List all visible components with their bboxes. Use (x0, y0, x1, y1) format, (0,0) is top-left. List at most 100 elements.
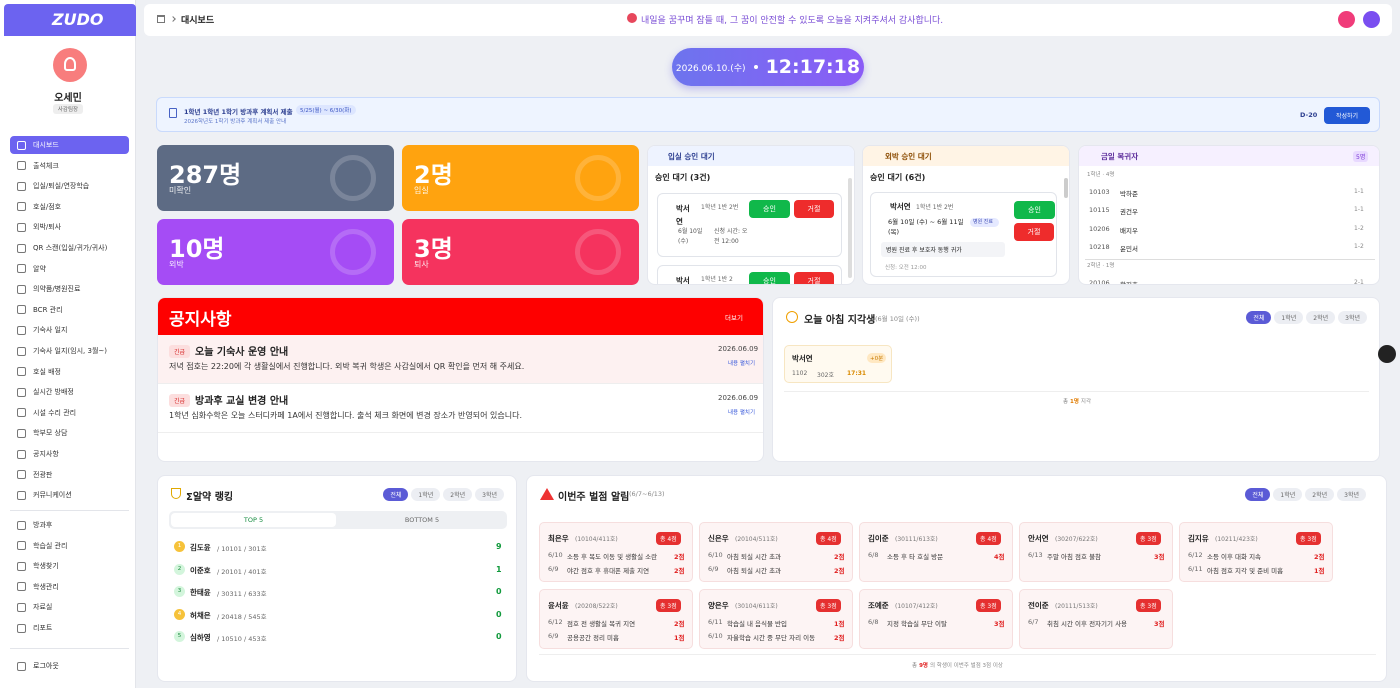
menu-item[interactable]: 알약 (10, 260, 129, 278)
menu-item[interactable]: 호실 배정 (10, 363, 129, 381)
student-name: 황지호 (1120, 279, 1138, 284)
menu-item[interactable]: 학부모 상담 (10, 424, 129, 442)
menu-item[interactable]: 입실/퇴실/연장학습 (10, 177, 129, 195)
filter-tab[interactable]: 전체 (1246, 311, 1272, 324)
student-name: 김이준 (868, 534, 889, 543)
late-summary: 총 1명 지각 (773, 397, 1379, 405)
menu-item[interactable]: 자료실 (10, 598, 129, 616)
filter-tab[interactable]: 전체 (383, 488, 409, 501)
filter-tab[interactable]: 3학년 (475, 488, 504, 501)
student-name: 윤민서 (1120, 244, 1138, 253)
filter-tab[interactable]: 2학년 (1306, 311, 1336, 324)
rank-badge: 1 (174, 541, 185, 552)
penalty-card: 신은우 (20104/511호) 총 4점 6/10 아침 퇴실 시간 초과 2점 6/9 아… (699, 522, 853, 582)
expand-link[interactable]: 내용 펼치기 (728, 410, 756, 416)
menu-label: 방과후 (33, 521, 53, 529)
menu-item[interactable]: 학습실 관리 (10, 537, 129, 555)
stat-watermark (575, 155, 621, 201)
approve-button[interactable]: 승인 (1014, 201, 1055, 219)
reject-button[interactable]: 거절 (794, 272, 834, 284)
menu-item[interactable]: 학생찾기 (10, 557, 129, 575)
filter-tab[interactable]: 1학년 (1274, 311, 1304, 324)
menu-label: 의약품/병원진료 (33, 285, 81, 294)
penalty-points: 3점 (1154, 620, 1165, 628)
menu-item[interactable]: 리포트 (10, 619, 129, 637)
penalty-total: 총 3점 (1136, 599, 1161, 612)
filter-tab[interactable]: 3학년 (1337, 488, 1366, 501)
penalty-reason: 아침 퇴실 시간 초과 (727, 566, 782, 575)
divider (10, 648, 129, 649)
student-id: 10206 (1089, 224, 1110, 233)
menu-item[interactable]: 공지사항 (10, 445, 129, 463)
menu-icon (17, 561, 26, 571)
favorite-button[interactable] (1338, 11, 1355, 28)
menu-item[interactable]: 기숙사 일지 (10, 321, 129, 339)
menu-item[interactable]: 시설 수리 관리 (10, 404, 129, 422)
menu-item[interactable]: 실시간 방배정 (10, 383, 129, 401)
approve-button[interactable]: 승인 (749, 272, 790, 284)
pending-count: 승인 대기 (3건) (655, 173, 711, 182)
segmented-control: TOP 5 BOTTOM 5 (169, 511, 507, 529)
penalty-date: 6/11 (1188, 564, 1203, 573)
approve-button[interactable]: 승인 (749, 200, 790, 218)
filter-tab[interactable]: 1학년 (1273, 488, 1303, 501)
menu-item[interactable]: 호실/점호 (10, 198, 129, 216)
banner-period: 5/25(월) ~ 6/30(화) (296, 105, 356, 115)
top-tab[interactable]: TOP 5 (171, 513, 336, 527)
menu-label: 입실/퇴실/연장학습 (33, 182, 90, 191)
student-info: / 10510 / 453호 (217, 635, 267, 644)
menu-label: 호실 배정 (33, 367, 61, 376)
notice-body: 1학년 심화수학은 오늘 스터디카페 1A에서 진행합니다. 출석 체크 화면에… (169, 411, 523, 420)
filter-tab[interactable]: 전체 (1245, 488, 1271, 501)
menu-icon (17, 470, 26, 480)
student-info: (10211/423호) (1215, 536, 1258, 543)
bottom-tab[interactable]: BOTTOM 5 (404, 516, 440, 524)
reject-button[interactable]: 거절 (794, 200, 834, 218)
student-name: 김도윤 (190, 543, 211, 552)
late-panel: 오늘 아침 지각생 (6월 10일 (수)) 전체 1학년 2학년 3학년 박서연 +0분 11… (772, 297, 1380, 462)
floating-button[interactable] (1378, 345, 1396, 363)
student-info: (30111/613호) (895, 536, 938, 543)
divider (10, 510, 129, 511)
menu-item[interactable]: 의약품/병원진료 (10, 280, 129, 298)
menu-item[interactable]: 방과후 (10, 516, 129, 534)
filter-tab[interactable]: 2학년 (443, 488, 473, 501)
menu-item[interactable]: 전광판 (10, 466, 129, 484)
terminal-button[interactable] (1363, 11, 1380, 28)
more-link[interactable]: 더보기 (725, 314, 743, 322)
logout[interactable]: 로그아웃 (17, 658, 59, 674)
menu-item[interactable]: 커뮤니케이션 (10, 486, 129, 504)
filter-tab[interactable]: 2학년 (1305, 488, 1335, 501)
divider (539, 654, 1376, 655)
rank-score: 0 (496, 587, 502, 597)
request-card: 박서 1학년 1반 2 승인 거절 (657, 265, 842, 284)
menu-item[interactable]: 외박/퇴사 (10, 218, 129, 236)
menu-item[interactable]: 기숙사 일지(임시, 3월~) (10, 342, 129, 360)
expand-link[interactable]: 내용 펼치기 (728, 361, 756, 367)
banner-button[interactable]: 작성하기 (1324, 107, 1371, 124)
panel-head: 금일 복귀자 5명 (1079, 146, 1379, 166)
penalty-card: 전이준 (20111/513호) 총 3점 6/7 취침 시간 이후 전자기기 사용 3점 (1019, 589, 1173, 649)
student-room: 302호 (817, 372, 834, 379)
summary-count: 9명 (919, 663, 928, 669)
menu-item[interactable]: 대시보드 (10, 136, 129, 154)
student-id: 1102 (792, 370, 808, 377)
panel-range: (6/7~6/13) (629, 490, 665, 498)
penalty-total: 총 4점 (976, 532, 1001, 545)
filter-tab[interactable]: 3학년 (1338, 311, 1367, 324)
menu-icon (17, 243, 26, 253)
student-info: (10107/412호) (895, 603, 938, 610)
logout-icon (17, 661, 26, 671)
menu-item[interactable]: QR 스캔(입실/귀가/귀사) (10, 239, 129, 257)
reject-button[interactable]: 거절 (1014, 223, 1054, 241)
menu-item[interactable]: 학생관리 (10, 578, 129, 596)
menu-item[interactable]: BCR 관리 (10, 301, 129, 319)
student-grade: 1학년 1반 2번 (701, 204, 739, 211)
menu-item[interactable]: 출석체크 (10, 157, 129, 175)
clock-icon (786, 311, 798, 323)
filter-tab[interactable]: 1학년 (411, 488, 441, 501)
penalty-total: 총 3점 (816, 599, 841, 612)
student-name: 한태윤 (190, 588, 211, 598)
panel-title: 입실 승인 대기 (668, 152, 715, 161)
pending-count: 승인 대기 (6건) (870, 173, 926, 182)
